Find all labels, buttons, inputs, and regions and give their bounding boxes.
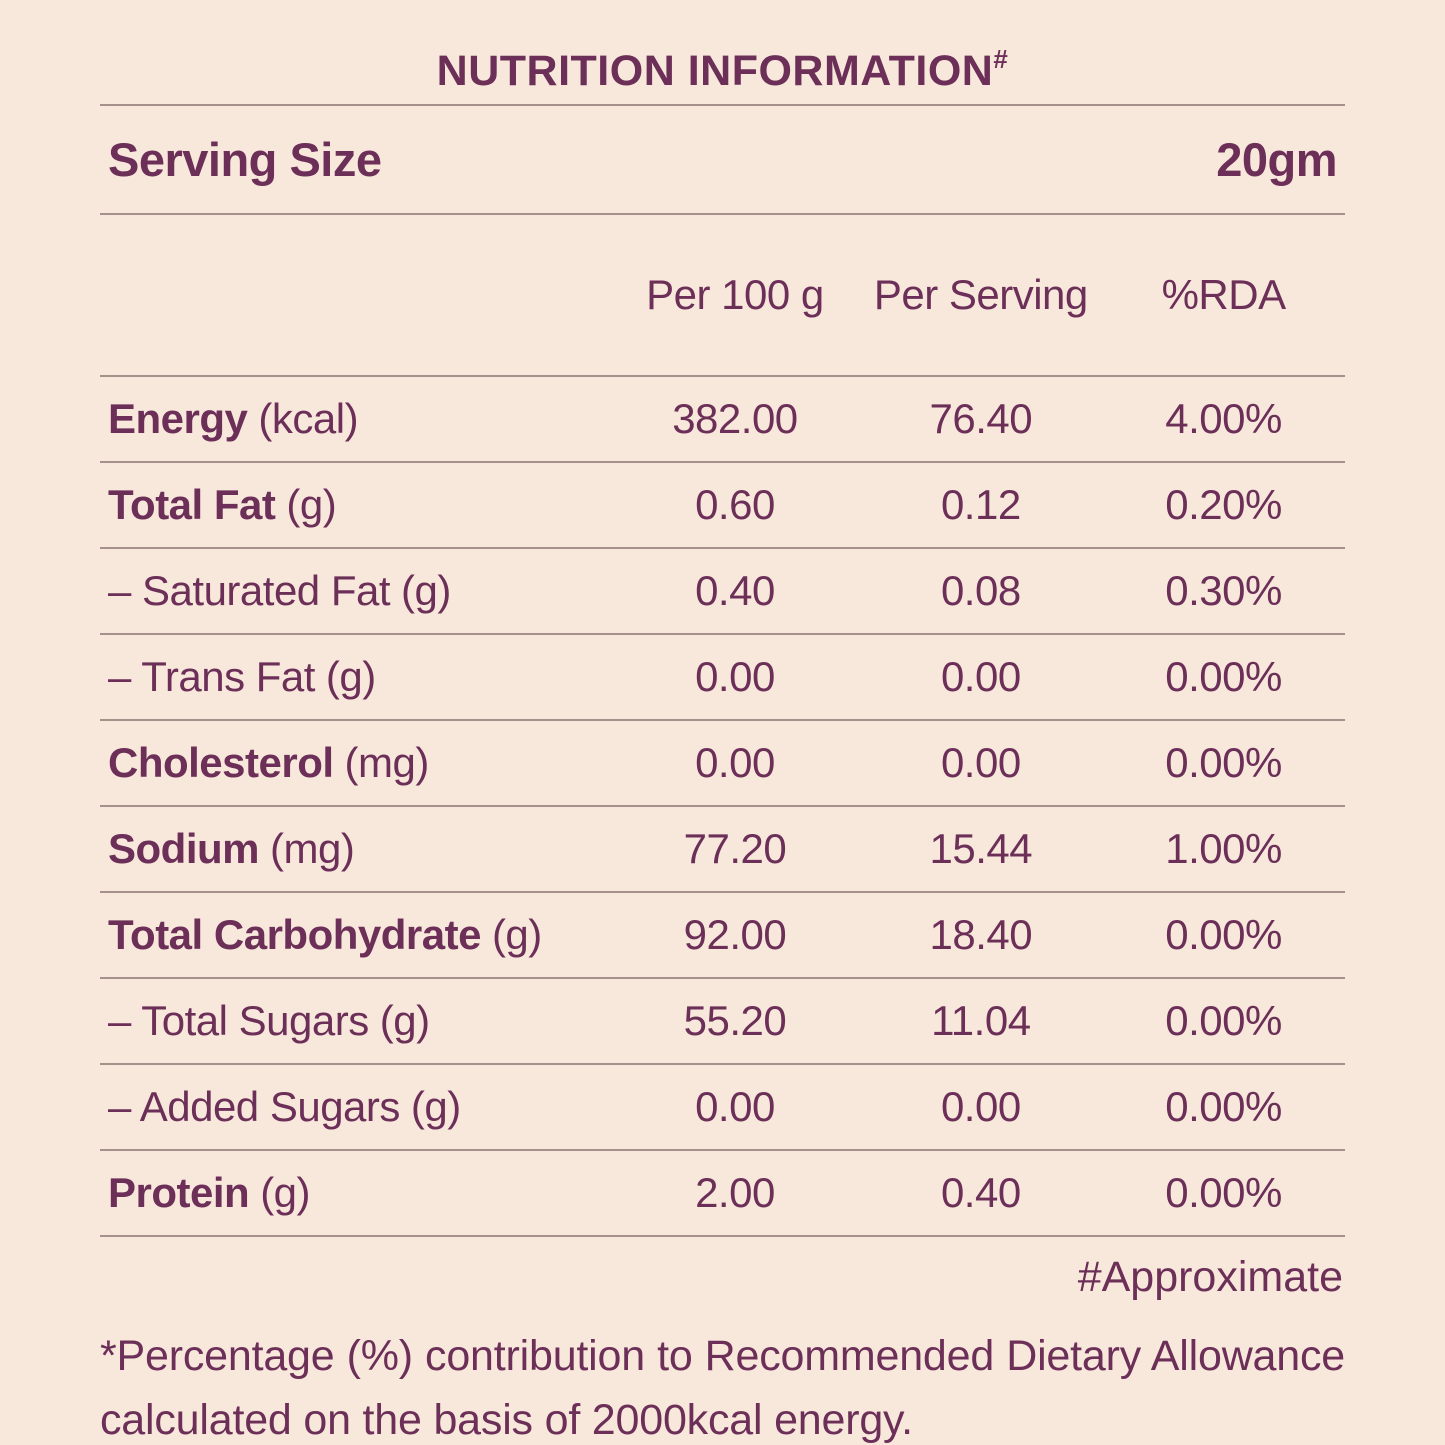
nutrient-name: Total Carbohydrate — [108, 910, 481, 958]
nutrient-name: Energy — [108, 394, 248, 442]
value-per-100g: 0.00 — [695, 1082, 775, 1130]
value-per-100g: 0.60 — [695, 480, 775, 528]
nutrient-name: – Saturated Fat — [108, 566, 391, 614]
nutrient-unit: (mg) — [270, 824, 355, 872]
table-row-sodium: Sodium (mg) 77.20 15.44 1.00% — [100, 807, 1345, 893]
nutrient-label: – Saturated Fat (g) — [100, 567, 610, 615]
value-rda: 0.00% — [1165, 910, 1282, 958]
nutrient-unit: (g) — [379, 996, 430, 1044]
value-per-serving: 18.40 — [929, 910, 1033, 958]
serving-size-row: Serving Size 20gm — [100, 106, 1345, 213]
nutrient-label: Total Fat (g) — [100, 481, 610, 529]
nutrient-unit: (g) — [401, 566, 451, 614]
nutrient-unit: (kcal) — [258, 394, 359, 442]
table-row-energy: Energy (kcal) 382.00 76.40 4.00% — [100, 377, 1345, 463]
value-rda: 0.00% — [1165, 738, 1282, 786]
value-rda: 0.00% — [1165, 652, 1282, 700]
value-per-100g: 2.00 — [695, 1168, 775, 1216]
value-per-100g: 0.40 — [695, 566, 775, 614]
value-rda: 0.20% — [1165, 480, 1282, 528]
column-header-per-100g: Per 100 g — [646, 270, 824, 318]
value-per-100g: 77.20 — [683, 824, 787, 872]
value-per-serving: 76.40 — [929, 394, 1033, 442]
serving-size-value: 20gm — [1216, 132, 1337, 186]
value-rda: 0.00% — [1165, 996, 1282, 1044]
value-per-100g: 0.00 — [695, 738, 775, 786]
column-header-per-serving: Per Serving — [873, 270, 1088, 318]
value-per-100g: 382.00 — [672, 394, 798, 442]
table-row-added-sugars: – Added Sugars (g) 0.00 0.00 0.00% — [100, 1065, 1345, 1151]
value-per-serving: 0.00 — [940, 652, 1021, 700]
nutrient-label: Protein (g) — [100, 1169, 610, 1217]
divider-under-title — [100, 103, 1345, 106]
value-per-100g: 92.00 — [683, 910, 787, 958]
nutrient-unit: (g) — [491, 910, 542, 958]
value-per-serving: 0.00 — [940, 1082, 1021, 1130]
table-row-saturated-fat: – Saturated Fat (g) 0.40 0.08 0.30% — [100, 549, 1345, 635]
value-per-serving: 0.12 — [940, 480, 1021, 528]
rda-footnote: *Percentage (%) contribution to Recommen… — [100, 1331, 1345, 1445]
table-row-total-fat: Total Fat (g) 0.60 0.12 0.20% — [100, 463, 1345, 549]
value-per-serving: 0.00 — [940, 738, 1021, 786]
approximate-note: #Approximate — [1077, 1252, 1343, 1301]
nutrient-label: – Added Sugars (g) — [100, 1083, 610, 1131]
nutrient-label: Total Carbohydrate (g) — [100, 911, 610, 959]
divider-under-serving — [100, 212, 1345, 215]
table-row-total-carbohydrate: Total Carbohydrate (g) 92.00 18.40 0.00% — [100, 893, 1345, 979]
value-rda: 4.00% — [1165, 394, 1282, 442]
nutrient-unit: (g) — [286, 480, 337, 528]
table-row-total-sugars: – Total Sugars (g) 55.20 11.04 0.00% — [100, 979, 1345, 1065]
page-title: NUTRITION INFORMATION# — [100, 44, 1345, 100]
nutrient-name: – Trans Fat — [108, 652, 315, 700]
value-per-100g: 55.20 — [683, 996, 787, 1044]
value-per-100g: 0.00 — [695, 652, 775, 700]
nutrient-unit: (mg) — [344, 738, 430, 786]
page-title-text: NUTRITION INFORMATION — [436, 47, 994, 95]
nutrient-label: Cholesterol (mg) — [100, 739, 610, 787]
serving-size-label: Serving Size — [108, 132, 382, 186]
table-row-cholesterol: Cholesterol (mg) 0.00 0.00 0.00% — [100, 721, 1345, 807]
nutrient-label: – Total Sugars (g) — [100, 997, 610, 1045]
value-rda: 0.00% — [1165, 1082, 1282, 1130]
column-header-rda: %RDA — [1161, 270, 1287, 318]
table-header-row: Per 100 g Per Serving %RDA — [100, 215, 1345, 377]
value-per-serving: 11.04 — [931, 996, 1031, 1044]
nutrient-name: – Added Sugars — [108, 1082, 400, 1130]
nutrient-name: Total Fat — [108, 480, 276, 528]
nutrient-unit: (g) — [325, 652, 376, 700]
value-rda: 0.00% — [1165, 1168, 1282, 1216]
nutrient-unit: (g) — [260, 1168, 311, 1216]
value-per-serving: 0.08 — [940, 566, 1021, 614]
title-superscript: # — [993, 43, 1009, 74]
nutrient-name: Sodium — [108, 824, 260, 872]
value-per-serving: 15.44 — [929, 824, 1033, 872]
nutrient-name: Cholesterol — [108, 738, 334, 786]
value-rda: 1.00% — [1165, 824, 1282, 872]
nutrient-unit: (g) — [410, 1082, 461, 1130]
table-row-trans-fat: – Trans Fat (g) 0.00 0.00 0.00% — [100, 635, 1345, 721]
nutrient-name: – Total Sugars — [108, 996, 369, 1044]
nutrient-name: Protein — [108, 1168, 250, 1216]
nutrient-label: Energy (kcal) — [100, 395, 610, 443]
nutrient-label: – Trans Fat (g) — [100, 653, 610, 701]
nutrient-label: Sodium (mg) — [100, 825, 610, 873]
table-row-protein: Protein (g) 2.00 0.40 0.00% — [100, 1151, 1345, 1237]
value-per-serving: 0.40 — [940, 1168, 1021, 1216]
value-rda: 0.30% — [1165, 566, 1282, 614]
